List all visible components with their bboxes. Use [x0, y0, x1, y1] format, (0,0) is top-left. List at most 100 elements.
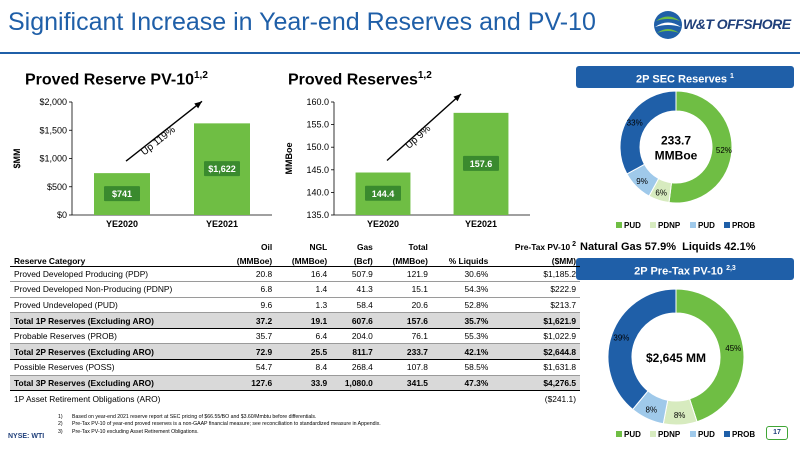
sec-legend-label: PROB	[732, 221, 755, 230]
pv-slice-label: 39%	[613, 333, 629, 342]
sec-slice	[668, 90, 733, 204]
table-cell: 35.7	[221, 328, 277, 345]
reserves-value-label: 144.4	[372, 189, 395, 199]
table-header-top: Pre-Tax PV-10 2	[514, 241, 576, 252]
table-cell: 58.5%	[431, 359, 493, 376]
table-cell: ($241.1)	[544, 393, 576, 404]
table-cell: 204.0	[331, 328, 377, 345]
pv10-tick-label: $1,500	[39, 125, 67, 135]
table-cell: 268.4	[331, 359, 377, 376]
table-cell	[331, 391, 377, 407]
sec-reserves-panel-header: 2P SEC Reserves 1	[576, 66, 794, 88]
reserves-category-label: YE2021	[465, 219, 497, 229]
title-divider	[0, 52, 800, 54]
table-header-top: Gas	[357, 242, 373, 252]
table-cell: 1.4	[276, 281, 332, 298]
reserves-tick-label: 155.0	[306, 120, 329, 130]
reserves-tick-label: 160.0	[306, 97, 329, 107]
table-cell: 15.1	[376, 281, 432, 298]
table-cell: $1,621.9	[492, 312, 580, 329]
table-header: % Liquids	[448, 255, 489, 266]
table-row: Proved Undeveloped (PUD) 9.6 1.3 58.4 20.6 52…	[10, 297, 580, 314]
table-cell	[221, 391, 276, 407]
pv10-donut: 45% 8% 8% 39% $2,645 MM PUD PDNP PUD PROB	[607, 288, 755, 439]
pv-slice	[675, 288, 745, 423]
table-cell: 54.3%	[431, 281, 493, 298]
table-cell: 233.7	[376, 343, 432, 361]
table-header: Reserve Category	[14, 255, 86, 266]
logo-text: W&T OFFSHORE	[683, 16, 791, 32]
reserve-category-cell: Proved Undeveloped (PUD)	[10, 297, 222, 314]
footnotes: 1) Based on year-end 2021 reserve report …	[58, 414, 381, 436]
pv10-y-axis-label: $MM	[12, 149, 22, 169]
table-cell: 35.7%	[431, 312, 493, 329]
table-cell: 507.9	[331, 266, 377, 283]
reserve-category-cell: Possible Reserves (POSS)	[10, 359, 222, 376]
reserves-tick-label: 135.0	[306, 210, 329, 220]
table-cell: 811.7	[331, 343, 377, 361]
pv10-value-badge	[204, 161, 240, 177]
sec-slice-label: 9%	[636, 177, 648, 186]
pv10-growth-annotation: Up 119%	[139, 124, 178, 158]
table-header-top: Total	[408, 242, 428, 252]
table-cell: 20.8	[221, 266, 277, 283]
sec-legend-swatch	[616, 222, 622, 228]
pv-legend-swatch	[650, 431, 656, 437]
table-header: (MMBoe)	[236, 255, 273, 266]
table-header-top: Oil	[260, 242, 273, 252]
table-cell: 6.8	[221, 281, 277, 298]
table-cell	[276, 391, 331, 407]
sec-legend-swatch	[724, 222, 730, 228]
pv10-bar-chart: $MM $0 $500 $1,000 $1,500 $2,000 $741 YE2020 $1,…	[12, 97, 272, 229]
table-cell: 33.9	[276, 374, 332, 392]
reserves-arrow-head	[453, 94, 461, 102]
table-cell: 42.1%	[431, 343, 493, 361]
sec-legend-label: PUD	[698, 221, 715, 230]
table-row: Possible Reserves (POSS) 54.7 8.4 268.4 107.…	[10, 359, 580, 376]
pv10-tick-label: $0	[57, 210, 67, 220]
pv-legend-swatch	[616, 431, 622, 437]
table-cell: 37.2	[221, 312, 277, 329]
footnote: 2) Pre-Tax PV-10 of year-end proved reser…	[58, 421, 381, 428]
table-cell: 16.4	[276, 266, 332, 283]
table-cell	[377, 391, 432, 407]
footnote-number: 3)	[58, 428, 63, 435]
table-header: ($MM)	[551, 255, 576, 266]
table-cell: $222.9	[492, 281, 580, 298]
table-cell: 607.6	[331, 312, 377, 329]
reserves-tick-label: 140.0	[306, 187, 329, 197]
table-cell: 19.1	[276, 312, 332, 329]
pv10-tick-label: $2,000	[39, 97, 67, 107]
sec-slice-label: 52%	[716, 146, 732, 155]
table-header-top	[432, 238, 492, 252]
pv-slice-label: 45%	[725, 344, 741, 353]
pv10-value-label: $1,622	[208, 164, 236, 174]
table-row: 1P Asset Retirement Obligations (ARO) ($2…	[10, 391, 580, 407]
sec-legend-label: PUD	[624, 221, 641, 230]
table-row: Probable Reserves (PROB) 35.7 6.4 204.0 76.1…	[10, 328, 580, 345]
table-row: Proved Developed Producing (PDP) 20.8 16.4…	[10, 266, 580, 283]
pv10-value-label: $741	[112, 189, 132, 199]
table-cell: 30.6%	[431, 266, 493, 283]
pv10-tick-label: $500	[47, 182, 67, 192]
table-cell: 41.3	[331, 281, 377, 298]
reserve-category-cell: Total 3P Reserves (Excluding ARO)	[10, 374, 222, 392]
table-cell: $2,644.8	[492, 343, 580, 361]
sec-center-label: MMBoe	[655, 149, 698, 163]
reserves-value-label: 157.6	[470, 159, 493, 169]
reserve-category-cell: Total 2P Reserves (Excluding ARO)	[10, 343, 222, 361]
table-cell: 52.8%	[431, 297, 493, 314]
footnote-text: Pre-Tax PV-10 of year-end proved reserve…	[72, 421, 381, 428]
pv-slice-label: 8%	[674, 411, 686, 420]
table-cell: $1,631.8	[492, 359, 580, 376]
table-cell: 341.5	[376, 374, 432, 392]
company-logo	[654, 11, 682, 39]
reserves-growth-annotation: Up 9%	[403, 123, 433, 151]
table-cell: 1,080.0	[331, 374, 377, 392]
table-row: Total 3P Reserves (Excluding ARO) 127.6 33…	[10, 374, 580, 392]
pv10-tick-label: $1,000	[39, 154, 67, 164]
table-header: (Bcf)	[353, 255, 373, 266]
table-row: Total 2P Reserves (Excluding ARO) 72.9 25.…	[10, 343, 580, 361]
sec-slice-label: 33%	[627, 119, 643, 128]
